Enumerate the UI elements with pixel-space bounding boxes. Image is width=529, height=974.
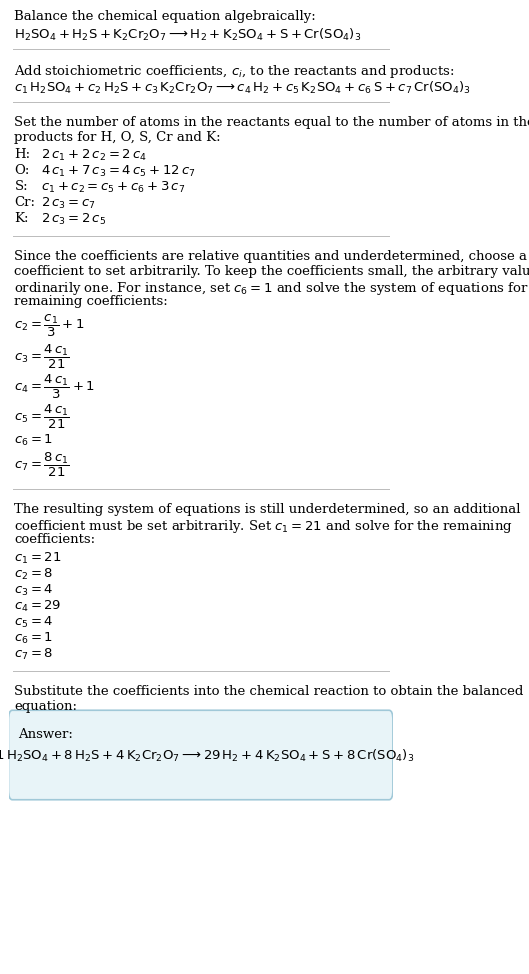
Text: products for H, O, S, Cr and K:: products for H, O, S, Cr and K: — [14, 131, 221, 144]
Text: Set the number of atoms in the reactants equal to the number of atoms in the: Set the number of atoms in the reactants… — [14, 116, 529, 129]
Text: Cr:: Cr: — [14, 196, 35, 209]
Text: coefficients:: coefficients: — [14, 533, 96, 546]
Text: coefficient must be set arbitrarily. Set $c_1 = 21$ and solve for the remaining: coefficient must be set arbitrarily. Set… — [14, 518, 513, 535]
Text: ordinarily one. For instance, set $c_6 = 1$ and solve the system of equations fo: ordinarily one. For instance, set $c_6 =… — [14, 280, 529, 297]
Text: $2\,c_3 = c_7$: $2\,c_3 = c_7$ — [41, 196, 96, 211]
Text: $c_2 = 8$: $c_2 = 8$ — [14, 567, 54, 582]
Text: H:: H: — [14, 148, 31, 161]
Text: S:: S: — [14, 180, 28, 193]
FancyBboxPatch shape — [8, 710, 393, 800]
Text: K:: K: — [14, 212, 29, 225]
Text: $c_6 = 1$: $c_6 = 1$ — [14, 433, 53, 448]
Text: $2\,c_3 = 2\,c_5$: $2\,c_3 = 2\,c_5$ — [41, 212, 107, 227]
Text: $c_7 = 8$: $c_7 = 8$ — [14, 647, 54, 662]
Text: $c_7 = \dfrac{8\,c_1}{21}$: $c_7 = \dfrac{8\,c_1}{21}$ — [14, 451, 70, 479]
Text: Answer:: Answer: — [18, 728, 73, 741]
Text: $c_4 = \dfrac{4\,c_1}{3} + 1$: $c_4 = \dfrac{4\,c_1}{3} + 1$ — [14, 373, 96, 401]
Text: $c_1\,\mathrm{H_2SO_4} + c_2\,\mathrm{H_2S} + c_3\,\mathrm{K_2Cr_2O_7} \longrigh: $c_1\,\mathrm{H_2SO_4} + c_2\,\mathrm{H_… — [14, 80, 471, 96]
Text: The resulting system of equations is still underdetermined, so an additional: The resulting system of equations is sti… — [14, 503, 521, 516]
Text: $\mathrm{H_2SO_4 + H_2S + K_2Cr_2O_7 \longrightarrow H_2 + K_2SO_4 + S + Cr(SO_4: $\mathrm{H_2SO_4 + H_2S + K_2Cr_2O_7 \lo… — [14, 27, 362, 43]
Text: $c_4 = 29$: $c_4 = 29$ — [14, 599, 62, 614]
Text: $2\,c_1 + 2\,c_2 = 2\,c_4$: $2\,c_1 + 2\,c_2 = 2\,c_4$ — [41, 148, 147, 163]
Text: $c_5 = 4$: $c_5 = 4$ — [14, 615, 54, 630]
Text: $c_3 = 4$: $c_3 = 4$ — [14, 583, 54, 598]
Text: $21\,\mathrm{H_2SO_4} + 8\,\mathrm{H_2S} + 4\,\mathrm{K_2Cr_2O_7} \longrightarro: $21\,\mathrm{H_2SO_4} + 8\,\mathrm{H_2S}… — [0, 748, 414, 764]
Text: O:: O: — [14, 164, 30, 177]
Text: $4\,c_1 + 7\,c_3 = 4\,c_5 + 12\,c_7$: $4\,c_1 + 7\,c_3 = 4\,c_5 + 12\,c_7$ — [41, 164, 196, 179]
Text: $c_1 = 21$: $c_1 = 21$ — [14, 551, 62, 566]
Text: equation:: equation: — [14, 700, 77, 713]
Text: remaining coefficients:: remaining coefficients: — [14, 295, 168, 308]
Text: Add stoichiometric coefficients, $c_i$, to the reactants and products:: Add stoichiometric coefficients, $c_i$, … — [14, 63, 455, 80]
Text: coefficient to set arbitrarily. To keep the coefficients small, the arbitrary va: coefficient to set arbitrarily. To keep … — [14, 265, 529, 278]
Text: $c_1 + c_2 = c_5 + c_6 + 3\,c_7$: $c_1 + c_2 = c_5 + c_6 + 3\,c_7$ — [41, 180, 186, 195]
Text: $c_3 = \dfrac{4\,c_1}{21}$: $c_3 = \dfrac{4\,c_1}{21}$ — [14, 343, 70, 371]
Text: Substitute the coefficients into the chemical reaction to obtain the balanced: Substitute the coefficients into the che… — [14, 685, 524, 698]
Text: $c_2 = \dfrac{c_1}{3} + 1$: $c_2 = \dfrac{c_1}{3} + 1$ — [14, 313, 85, 339]
Text: $c_5 = \dfrac{4\,c_1}{21}$: $c_5 = \dfrac{4\,c_1}{21}$ — [14, 403, 70, 431]
Text: Balance the chemical equation algebraically:: Balance the chemical equation algebraica… — [14, 10, 316, 23]
Text: $c_6 = 1$: $c_6 = 1$ — [14, 631, 53, 646]
Text: Since the coefficients are relative quantities and underdetermined, choose a: Since the coefficients are relative quan… — [14, 250, 527, 263]
